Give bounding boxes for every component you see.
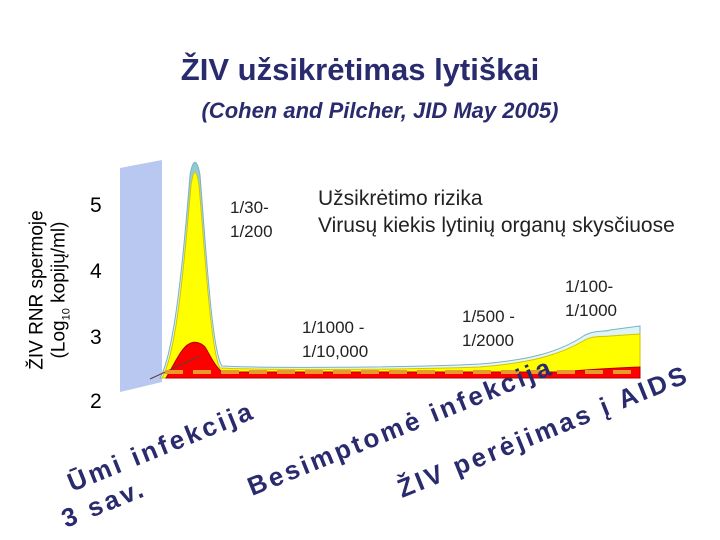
y-tick-5: 5 xyxy=(90,194,102,217)
y-tick-3: 3 xyxy=(90,326,102,349)
chart-title: ŽIV užsikrėtimas lytiškai xyxy=(180,52,540,87)
risk-annotation-1-line2: 1/200 xyxy=(230,222,273,241)
legend-line1: Užsikrėtimo rizika xyxy=(318,187,483,210)
risk-annotation-2-line2: 1/10,000 xyxy=(302,342,368,361)
legend-line2: Virusų kiekis lytinių organų skysčiuose xyxy=(318,214,675,237)
risk-annotation-2-line1: 1/1000 - xyxy=(302,318,364,337)
risk-annotation-4-line1: 1/100- xyxy=(565,277,613,296)
risk-annotation-4-line2: 1/1000 xyxy=(565,301,617,320)
risk-annotation-3-line1: 1/500 - xyxy=(462,307,515,326)
y-tick-2: 2 xyxy=(90,390,102,413)
chart-subtitle: (Cohen and Pilcher, JID May 2005) xyxy=(201,98,559,123)
baseline-line xyxy=(149,355,201,380)
y-tick-4: 4 xyxy=(90,260,102,283)
risk-annotation-3-line2: 1/2000 xyxy=(462,331,514,350)
risk-annotation-1-line1: 1/30- xyxy=(230,198,269,217)
acute-phase-band xyxy=(120,160,162,392)
viral-load-red-area xyxy=(165,341,641,379)
